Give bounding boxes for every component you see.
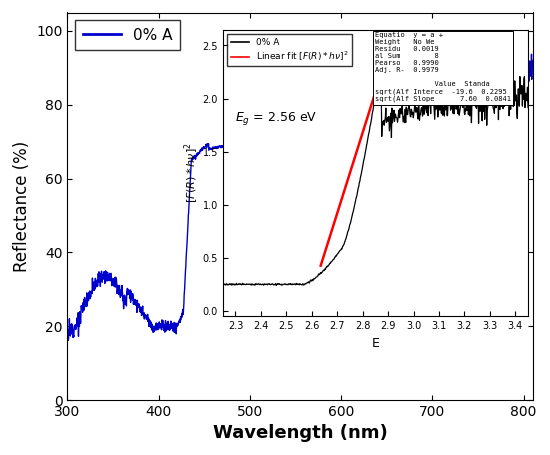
Y-axis label: Reflectance (%): Reflectance (%) (13, 141, 30, 272)
Legend: 0% A, Linear fit $[F(R)*h\nu]^2$: 0% A, Linear fit $[F(R)*h\nu]^2$ (227, 34, 352, 66)
X-axis label: E: E (371, 337, 379, 349)
Text: $E_g$ = 2.56 eV: $E_g$ = 2.56 eV (235, 111, 317, 127)
Text: Equatio  y = a +
Weight   No We
Residu   0.0019
al Sum        8
Pearso   0.9990
: Equatio y = a + Weight No We Residu 0.00… (375, 32, 512, 102)
Legend: 0% A: 0% A (75, 20, 180, 51)
Y-axis label: $[F(R)*h\nu]^2$: $[F(R)*h\nu]^2$ (183, 142, 201, 203)
X-axis label: Wavelength (nm): Wavelength (nm) (213, 425, 387, 443)
